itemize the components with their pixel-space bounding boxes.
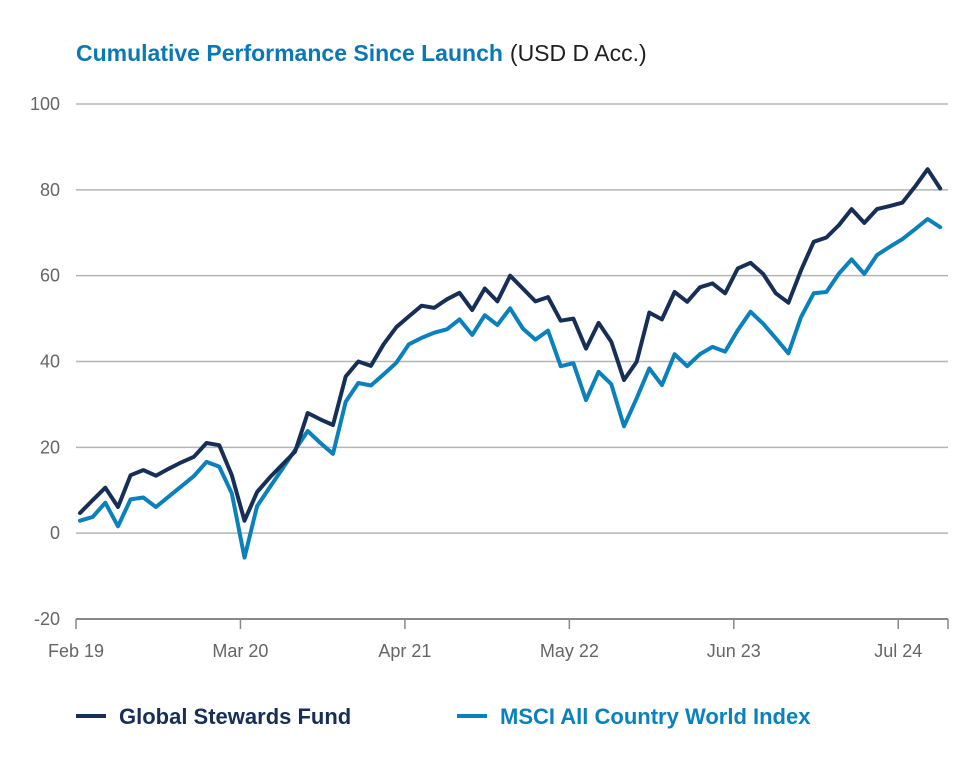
- x-tick-label: Apr 21: [378, 641, 431, 661]
- y-tick-label: 20: [40, 437, 60, 457]
- x-tick-label: Jul 24: [874, 641, 922, 661]
- chart-title: Cumulative Performance Since Launch (USD …: [76, 40, 647, 66]
- gridlines: [76, 103, 948, 620]
- legend: Global Stewards Fund MSCI All Country Wo…: [76, 704, 811, 729]
- x-axis-ticks: Feb 19 Mar 20 Apr 21 May 22 Jun 23 Jul 24: [48, 619, 949, 661]
- series-lines: [78, 167, 943, 560]
- y-tick-label: 0: [50, 523, 60, 543]
- x-tick-label: Mar 20: [212, 641, 268, 661]
- legend-label-index: MSCI All Country World Index: [500, 704, 811, 729]
- title-text: Cumulative Performance Since Launch: [76, 40, 503, 66]
- y-tick-label: 80: [40, 180, 60, 200]
- subtitle-text: (USD D Acc.): [510, 40, 647, 66]
- y-tick-label: -20: [34, 609, 60, 629]
- series-line-index: [78, 217, 943, 560]
- y-tick-label: 40: [40, 352, 60, 372]
- y-tick-label: 100: [30, 94, 60, 114]
- x-tick-label: Jun 23: [707, 641, 761, 661]
- series-line-fund: [78, 167, 943, 523]
- legend-label-fund: Global Stewards Fund: [119, 704, 351, 729]
- y-axis-ticks: 100 80 60 40 20 0 -20: [30, 94, 60, 629]
- x-tick-label: Feb 19: [48, 641, 104, 661]
- x-tick-label: May 22: [540, 641, 599, 661]
- y-tick-label: 60: [40, 266, 60, 286]
